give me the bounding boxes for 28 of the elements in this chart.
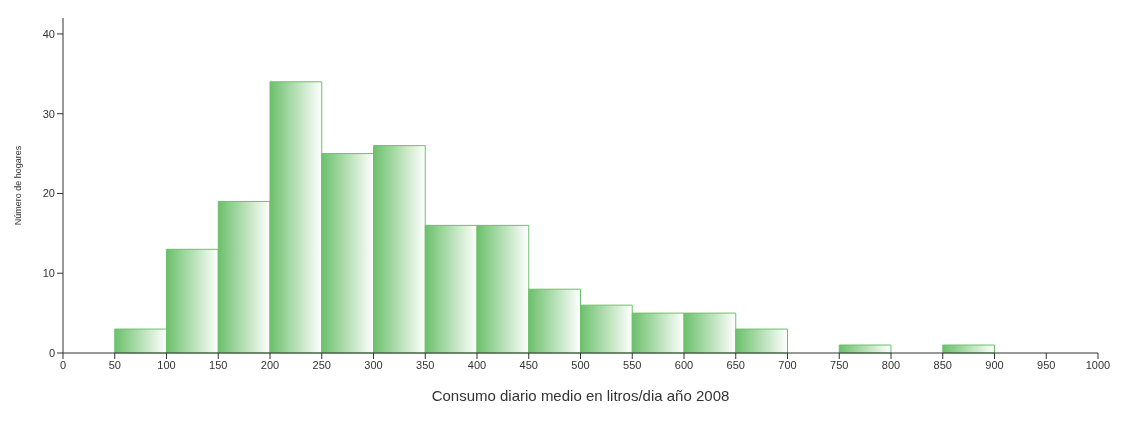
x-tick-label: 550 [623,358,642,371]
y-tick-label: 0 [48,346,55,359]
x-tick-label: 400 [467,358,487,371]
x-tick-label: 500 [571,358,590,371]
y-axis-title: Número de hogares [13,145,24,226]
x-tick-label: 700 [778,358,797,371]
x-tick-label: 250 [312,358,331,371]
x-tick-label: 900 [985,358,1004,371]
y-tick-label: 40 [42,27,55,40]
x-tick-label: 800 [881,358,901,371]
x-tick-label: 1000 [1085,358,1111,371]
y-tick-label: 30 [42,107,55,120]
x-tick-label: 0 [59,358,67,371]
x-tick-label: 300 [364,358,383,371]
x-tick-label: 200 [260,358,280,371]
x-tick-label: 650 [726,358,745,371]
y-tick-label: 20 [42,187,55,200]
x-tick-label: 450 [519,358,538,371]
x-tick-label: 750 [830,358,849,371]
x-tick-label: 150 [209,358,228,371]
x-tick-label: 950 [1037,358,1056,371]
x-tick-label: 350 [416,358,435,371]
x-tick-label: 100 [157,358,176,371]
x-tick-label: 600 [674,358,694,371]
y-tick-label: 10 [42,267,55,280]
x-tick-label: 850 [933,358,952,371]
x-axis-title: Consumo diario medio en litros/dia año 2008 [431,387,730,404]
x-tick-label: 50 [108,358,121,371]
